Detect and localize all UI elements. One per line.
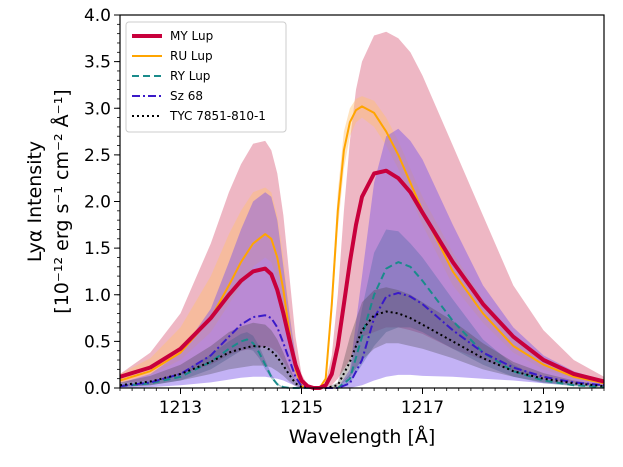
y-tick-label: 3.0 bbox=[84, 99, 111, 119]
legend-label-my-lup: MY Lup bbox=[170, 29, 213, 43]
y-tick-label: 0.0 bbox=[84, 379, 111, 399]
y-tick-label: 3.5 bbox=[84, 53, 111, 73]
y-tick-label: 0.5 bbox=[84, 332, 111, 352]
band-my-lup bbox=[120, 31, 604, 389]
band-ry-lup bbox=[120, 229, 604, 388]
y-tick-label: 2.0 bbox=[84, 193, 111, 213]
y-tick-label: 4.0 bbox=[84, 6, 111, 26]
y-tick-label: 1.5 bbox=[84, 239, 111, 259]
y-axis-label: Lyα Intensity [10⁻¹² erg s⁻¹ cm⁻² Å⁻¹] bbox=[24, 89, 73, 313]
x-tick-label: 1217 bbox=[401, 398, 444, 418]
legend-label-sz-68: Sz 68 bbox=[170, 89, 203, 103]
line-tyc-7851-810-1 bbox=[119, 310, 605, 389]
legend-label-ru-lup: RU Lup bbox=[170, 49, 213, 63]
axis-ticks: 1213 1215 1217 1219 0.0 0.5 1.0 1.5 2.0 2.5 3.0 3.5… bbox=[84, 6, 605, 418]
y-tick-label: 1.0 bbox=[84, 286, 111, 306]
legend-label-ry-lup: RY Lup bbox=[170, 69, 210, 83]
y-axis-label-line1: Lyα Intensity bbox=[24, 141, 46, 262]
x-axis-label: Wavelength [Å] bbox=[289, 425, 436, 448]
legend-label-tyc-7851-810-1: TYC 7851-810-1 bbox=[169, 109, 266, 123]
legend: MY Lup RU Lup RY Lup Sz 68 TYC 7851-810-1 bbox=[125, 21, 287, 133]
band-sz-68 bbox=[120, 128, 604, 389]
y-axis-label-line2: [10⁻¹² erg s⁻¹ cm⁻² Å⁻¹] bbox=[50, 89, 73, 313]
x-tick-label: 1213 bbox=[159, 398, 202, 418]
series-lines bbox=[119, 105, 605, 390]
band-ru-lup bbox=[120, 96, 604, 388]
x-tick-label: 1215 bbox=[280, 398, 323, 418]
line-my-lup bbox=[119, 168, 605, 390]
legend-box bbox=[125, 21, 287, 133]
y-tick-label: 2.5 bbox=[84, 146, 111, 166]
x-tick-label: 1219 bbox=[522, 398, 565, 418]
